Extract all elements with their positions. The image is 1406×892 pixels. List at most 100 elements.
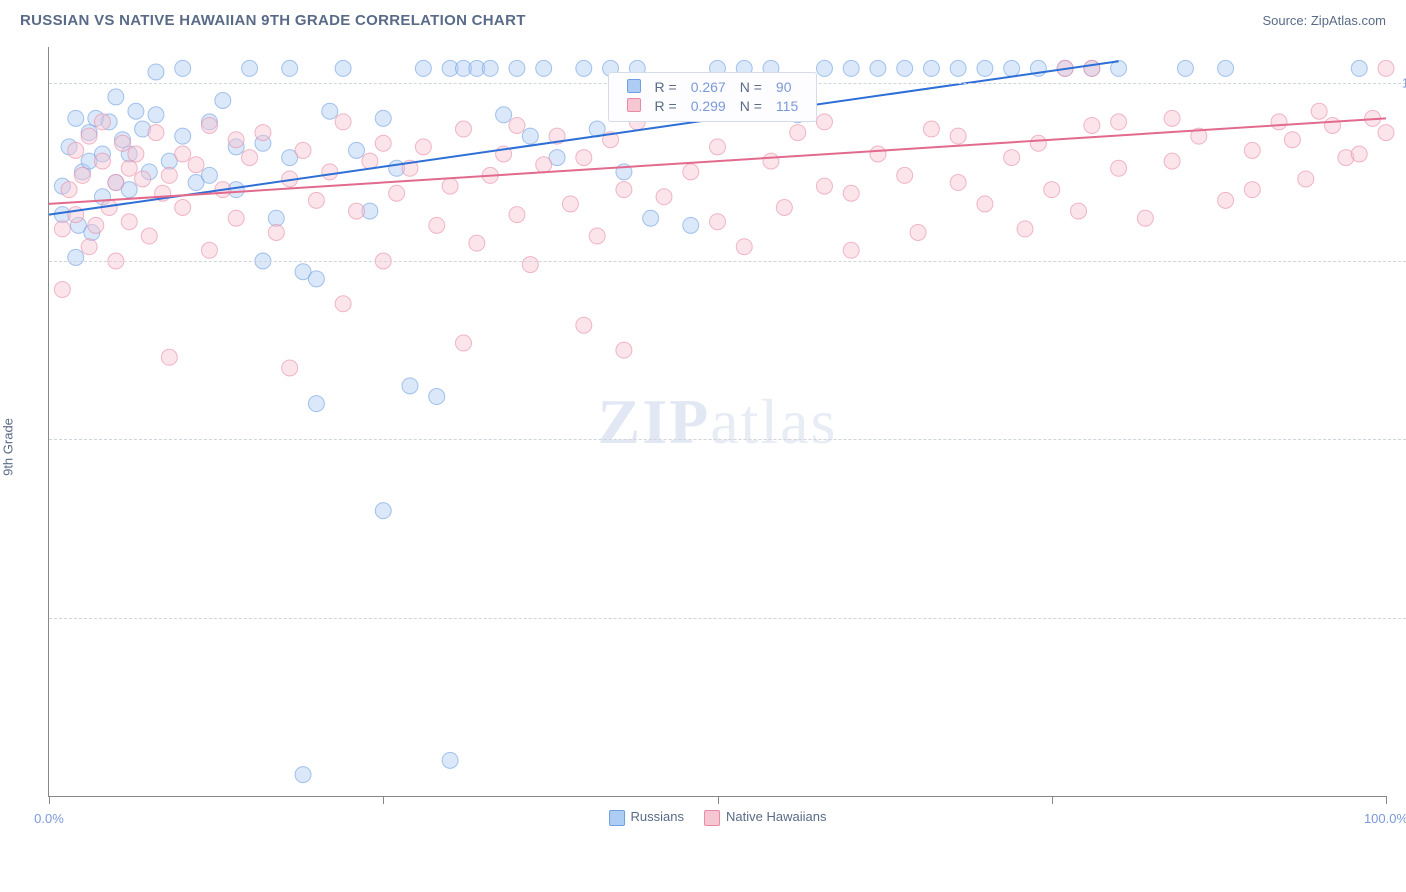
scatter-point (1164, 153, 1180, 169)
scatter-point (816, 178, 832, 194)
legend-label: Native Hawaiians (726, 809, 826, 824)
legend-item: Russians (609, 809, 684, 826)
scatter-point (429, 217, 445, 233)
gridline-h (49, 261, 1406, 262)
scatter-point (375, 110, 391, 126)
scatter-point (255, 125, 271, 141)
scatter-point (576, 150, 592, 166)
y-axis-label: 9th Grade (1, 418, 16, 476)
chart-container: 9th Grade ZIPatlas 85.0%90.0%95.0%100.0%… (0, 37, 1406, 857)
scatter-point (843, 60, 859, 76)
scatter-point (54, 282, 70, 298)
scatter-point (175, 128, 191, 144)
scatter-point (308, 271, 324, 287)
legend: Russians Native Hawaiians (609, 809, 827, 826)
scatter-point (643, 210, 659, 226)
scatter-point (1378, 60, 1394, 76)
scatter-point (228, 132, 244, 148)
scatter-point (950, 128, 966, 144)
scatter-point (415, 139, 431, 155)
scatter-point (1044, 182, 1060, 198)
scatter-point (1084, 60, 1100, 76)
scatter-point (950, 175, 966, 191)
scatter-point (94, 153, 110, 169)
scatter-point (141, 228, 157, 244)
scatter-point (415, 60, 431, 76)
chart-source: Source: ZipAtlas.com (1262, 13, 1386, 28)
scatter-point (335, 114, 351, 130)
scatter-point (349, 203, 365, 219)
xtick (718, 796, 719, 804)
scatter-point (375, 135, 391, 151)
scatter-point (870, 60, 886, 76)
scatter-point (201, 117, 217, 133)
scatter-point (442, 752, 458, 768)
scatter-point (616, 182, 632, 198)
scatter-point (81, 128, 97, 144)
scatter-point (268, 210, 284, 226)
scatter-point (897, 60, 913, 76)
scatter-point (335, 60, 351, 76)
scatter-point (870, 146, 886, 162)
scatter-point (268, 224, 284, 240)
scatter-point (161, 349, 177, 365)
xtick-label: 0.0% (34, 811, 64, 826)
scatter-point (201, 167, 217, 183)
scatter-point (322, 103, 338, 119)
scatter-point (736, 239, 752, 255)
scatter-point (683, 164, 699, 180)
scatter-point (816, 60, 832, 76)
scatter-point (816, 114, 832, 130)
scatter-point (215, 93, 231, 109)
scatter-point (843, 242, 859, 258)
scatter-point (1244, 182, 1260, 198)
scatter-point (121, 160, 137, 176)
scatter-point (88, 217, 104, 233)
scatter-point (148, 64, 164, 80)
xtick-label: 100.0% (1364, 811, 1406, 826)
plot-area: ZIPatlas 85.0%90.0%95.0%100.0%0.0%100.0%… (48, 47, 1386, 797)
legend-swatch (609, 810, 625, 826)
plot-svg (49, 47, 1386, 796)
scatter-point (522, 257, 538, 273)
scatter-point (175, 60, 191, 76)
scatter-point (121, 214, 137, 230)
ytick-label: 85.0% (1391, 610, 1406, 625)
scatter-point (295, 142, 311, 158)
scatter-point (1378, 125, 1394, 141)
scatter-point (108, 175, 124, 191)
scatter-point (576, 317, 592, 333)
scatter-point (509, 60, 525, 76)
scatter-point (977, 196, 993, 212)
scatter-point (1218, 60, 1234, 76)
legend-swatch (704, 810, 720, 826)
scatter-point (1244, 142, 1260, 158)
scatter-point (375, 503, 391, 519)
scatter-point (589, 228, 605, 244)
scatter-point (1351, 146, 1367, 162)
xtick (383, 796, 384, 804)
scatter-point (509, 207, 525, 223)
scatter-point (188, 157, 204, 173)
scatter-point (1218, 192, 1234, 208)
ytick-label: 90.0% (1391, 432, 1406, 447)
scatter-point (923, 121, 939, 137)
chart-title: RUSSIAN VS NATIVE HAWAIIAN 9TH GRADE COR… (20, 12, 526, 29)
scatter-point (897, 167, 913, 183)
gridline-h (49, 618, 1406, 619)
scatter-point (115, 135, 131, 151)
scatter-point (1137, 210, 1153, 226)
scatter-point (1070, 203, 1086, 219)
scatter-point (1004, 60, 1020, 76)
scatter-point (148, 107, 164, 123)
scatter-point (576, 60, 592, 76)
scatter-point (94, 114, 110, 130)
ytick-label: 95.0% (1391, 254, 1406, 269)
scatter-point (128, 146, 144, 162)
scatter-point (977, 60, 993, 76)
scatter-point (1284, 132, 1300, 148)
scatter-point (295, 767, 311, 783)
scatter-point (1351, 60, 1367, 76)
chart-header: RUSSIAN VS NATIVE HAWAIIAN 9TH GRADE COR… (0, 0, 1406, 37)
scatter-point (522, 128, 538, 144)
